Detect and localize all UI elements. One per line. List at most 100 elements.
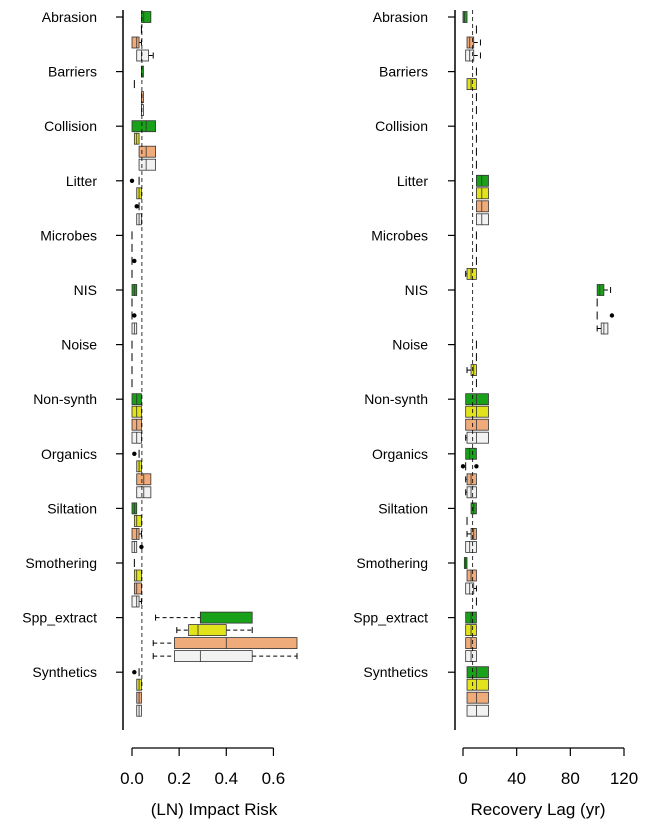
outlier-point (609, 313, 615, 318)
box-siltation-1 (133, 515, 142, 527)
box-barriers-3 (141, 104, 144, 116)
box-body (462, 11, 468, 23)
box-litter-3 (136, 213, 142, 226)
box-spp_extract-0 (465, 611, 477, 624)
box-synthetics-1 (136, 678, 142, 691)
outlier-point (134, 204, 139, 209)
box-body (131, 528, 140, 540)
box-nis-3 (596, 322, 609, 335)
box-spp_extract-1 (176, 624, 253, 636)
outlier-point (460, 464, 466, 469)
outlier-point (139, 544, 144, 550)
box-non-synth-0 (465, 393, 489, 406)
box-body (476, 187, 489, 200)
x-tick-label: 0.0 (120, 769, 144, 788)
box-nis-3 (131, 322, 138, 335)
category-label: Siltation (378, 500, 428, 516)
box-body (174, 650, 253, 662)
category-label: Abrasion (373, 9, 428, 25)
box-body (466, 431, 489, 444)
x-tick-label: 80 (561, 769, 580, 788)
box-body (465, 393, 489, 406)
box-organics-0 (132, 449, 140, 458)
box-body (465, 541, 477, 553)
category-label: Microbes (371, 227, 428, 243)
category-label: Abrasion (42, 9, 97, 25)
category-label: Litter (66, 173, 97, 189)
category-label: Smothering (356, 555, 428, 571)
box-microbes-2 (131, 256, 137, 265)
box-body (466, 486, 477, 499)
box-synthetics-3 (136, 704, 142, 717)
box-synthetics-1 (466, 678, 489, 691)
right-panel: Abrasion Barriers Collision Litter Microbes N… (353, 9, 638, 819)
box-non-synth-2 (465, 418, 489, 431)
category-label: Microbes (40, 227, 97, 243)
box-spp_extract-1 (465, 624, 477, 636)
box-non-synth-3 (465, 431, 489, 444)
box-barriers-0 (141, 65, 144, 78)
box-siltation-3 (131, 541, 144, 553)
box-spp_extract-3 (152, 650, 298, 662)
box-body (466, 36, 475, 49)
x-axis-label: Recovery Lag (yr) (470, 800, 605, 819)
box-body (476, 200, 489, 213)
category-label: Non-synth (33, 391, 97, 407)
box-microbes-3 (465, 267, 477, 280)
category-label: Synthetics (32, 664, 97, 680)
box-litter-3 (476, 213, 489, 226)
box-body (466, 666, 489, 679)
box-body (466, 78, 477, 90)
box-barriers-1 (466, 78, 477, 90)
box-nis-0 (131, 284, 138, 296)
box-abrasion-3 (136, 49, 154, 62)
category-label: Spp_extract (353, 610, 428, 626)
box-body (466, 569, 477, 582)
category-label: Noise (392, 337, 428, 353)
box-spp_extract-0 (155, 611, 253, 624)
box-organics-0 (465, 447, 477, 460)
box-body (465, 418, 489, 431)
x-axis-label: (LN) Impact Risk (151, 800, 278, 819)
box-abrasion-2 (131, 36, 142, 49)
box-collision-1 (133, 132, 140, 145)
box-abrasion-0 (141, 11, 152, 23)
box-body (133, 569, 142, 582)
box-abrasion-3 (465, 49, 481, 62)
category-label: Collision (44, 118, 97, 134)
category-label: Noise (61, 337, 97, 353)
box-smothering-0 (463, 557, 468, 569)
outlier-point (129, 178, 135, 183)
box-smothering-3 (131, 595, 142, 608)
box-body (188, 624, 227, 636)
box-body (465, 405, 489, 418)
category-label: Organics (372, 446, 428, 462)
box-abrasion-2 (466, 36, 481, 49)
x-tick-label: 0.6 (262, 769, 286, 788)
x-tick-label: 40 (507, 769, 526, 788)
box-organics-3 (136, 486, 152, 499)
box-body (138, 145, 156, 158)
box-body (466, 473, 477, 486)
box-body (141, 11, 152, 23)
box-litter-2 (476, 200, 489, 213)
box-collision-2 (138, 145, 156, 158)
box-body (476, 213, 489, 226)
box-synthetics-2 (136, 691, 142, 704)
box-organics-2 (136, 473, 152, 486)
box-body (174, 637, 298, 649)
box-nis-0 (596, 284, 612, 296)
box-non-synth-0 (131, 393, 142, 406)
outlier-point (132, 451, 137, 456)
box-smothering-2 (133, 582, 142, 595)
box-body (136, 49, 149, 62)
box-spp_extract-3 (465, 650, 477, 662)
box-abrasion-0 (462, 11, 468, 23)
box-body (133, 582, 142, 595)
category-label: NIS (74, 282, 97, 298)
box-noise-2 (466, 364, 477, 377)
x-tick-label: 0 (458, 769, 467, 788)
box-siltation-2 (466, 528, 477, 540)
category-label: Smothering (25, 555, 97, 571)
box-body (476, 174, 489, 187)
